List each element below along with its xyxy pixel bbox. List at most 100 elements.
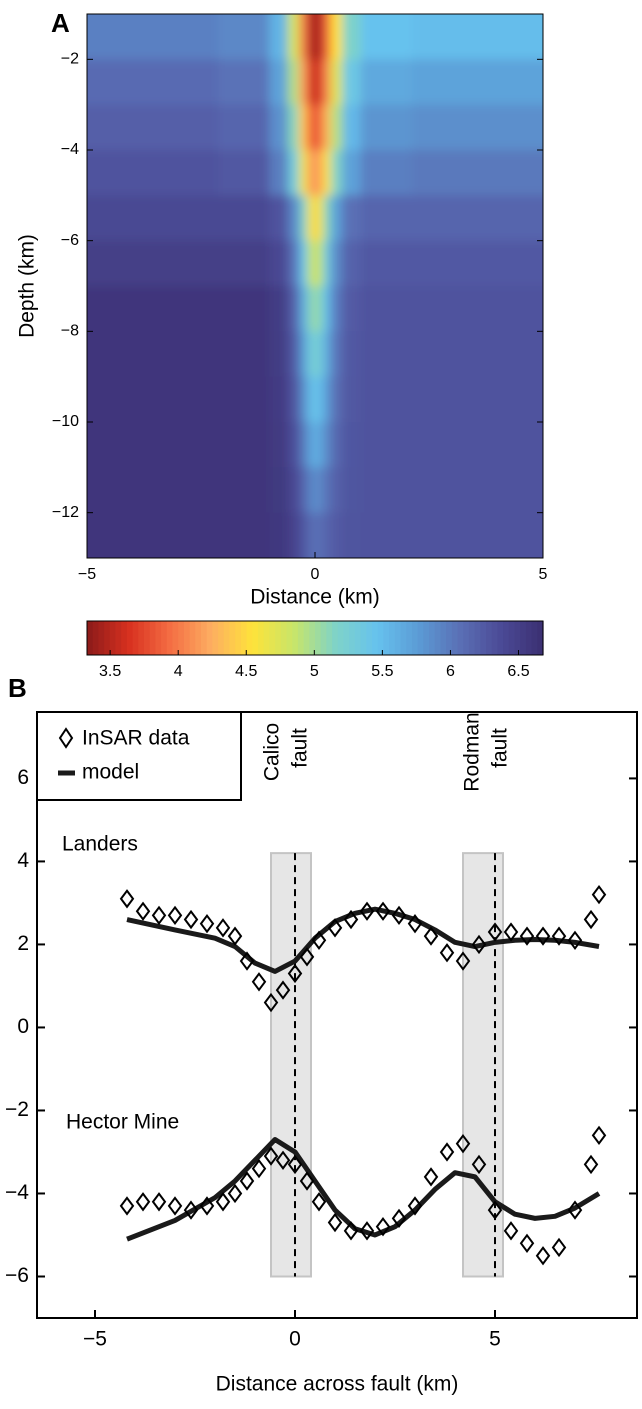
heatmap-cell — [218, 240, 270, 287]
heatmap-cell — [317, 240, 324, 287]
colorbar-swatch — [417, 621, 424, 655]
colorbar-swatch — [480, 621, 487, 655]
colorbar-swatch — [332, 621, 339, 655]
colorbar-swatch — [297, 621, 305, 655]
colorbar-swatch — [525, 621, 533, 655]
heatmap-cell — [317, 150, 324, 196]
heatmap-cell — [312, 512, 318, 558]
heatmap-cell — [312, 240, 318, 287]
heatmap-cell — [330, 195, 343, 242]
data-point — [535, 1246, 551, 1266]
x-axis-label: Distance across fault (km) — [216, 1373, 459, 1396]
profile-label: Landers — [62, 832, 138, 855]
heatmap-cell — [360, 286, 413, 332]
heatmap-cell — [287, 467, 300, 514]
legend-box — [36, 711, 242, 801]
heatmap-cell — [411, 104, 543, 151]
colorbar-swatch — [474, 621, 481, 655]
heatmap-cell — [269, 512, 289, 558]
x-tick-label: −5 — [78, 566, 96, 583]
heatmap-cell — [299, 512, 308, 558]
colorbar-swatch — [263, 621, 270, 655]
heatmap-cell — [411, 331, 543, 378]
heatmap-cell — [411, 240, 543, 287]
heatmap-cell — [299, 422, 308, 468]
heatmap-cell — [360, 240, 413, 287]
heatmap-cell — [287, 331, 300, 378]
heatmap-cell — [218, 14, 270, 60]
y-tick-label: 0 — [17, 1015, 29, 1038]
data-point — [391, 905, 407, 926]
data-point — [551, 926, 567, 946]
heatmap-cell — [322, 104, 332, 151]
heatmap-cell — [307, 195, 314, 242]
heatmap-cell — [87, 14, 219, 60]
x-tick-label: 0 — [289, 1328, 301, 1351]
data-point — [519, 1233, 535, 1253]
heatmap-cell — [287, 512, 300, 558]
heatmap-cell — [299, 104, 308, 151]
data-point — [199, 914, 215, 934]
colorbar-swatch — [240, 621, 248, 655]
heatmap-cell — [330, 512, 343, 558]
data-point — [567, 930, 583, 950]
heatmap-cell — [411, 286, 543, 332]
heatmap-cell — [322, 195, 332, 242]
heatmap-cell — [87, 195, 219, 242]
y-tick-label: −10 — [52, 413, 79, 430]
colorbar-swatch — [87, 621, 94, 655]
colorbar-tick-label: 5.5 — [371, 663, 393, 680]
colorbar-swatch — [229, 621, 236, 655]
heatmap-cell — [360, 422, 413, 468]
heatmap-cell — [299, 59, 308, 106]
heatmap-cell — [299, 240, 308, 287]
y-tick-label: 2 — [17, 932, 29, 955]
data-point — [299, 1171, 315, 1191]
x-axis-label: Distance (km) — [250, 586, 380, 609]
heatmap-cell — [307, 331, 314, 378]
heatmap-cell — [307, 286, 314, 332]
heatmap-cell — [307, 104, 314, 151]
heatmap-cell — [330, 150, 343, 196]
colorbar-swatch — [286, 621, 293, 655]
heatmap-cell — [299, 195, 308, 242]
colorbar-swatch — [252, 621, 259, 655]
heatmap-cell — [342, 240, 362, 287]
heatmap-cell — [317, 195, 324, 242]
data-point — [251, 972, 267, 992]
heatmap-cell — [287, 376, 300, 423]
colorbar-swatch — [172, 621, 179, 655]
heatmap-cell — [287, 104, 300, 151]
heatmap-cell — [411, 150, 543, 196]
colorbar-swatch — [161, 621, 168, 655]
colorbar-swatch — [372, 621, 379, 655]
colorbar-swatch — [468, 621, 476, 655]
heatmap-cell — [342, 150, 362, 196]
heatmap-cell — [342, 331, 362, 378]
heatmap-cell — [218, 195, 270, 242]
data-point — [423, 926, 439, 946]
heatmap-cell — [342, 376, 362, 423]
data-point — [375, 1217, 391, 1237]
fault-zone — [270, 852, 312, 1278]
heatmap-cell — [317, 14, 324, 60]
colorbar-swatch — [400, 621, 407, 655]
heatmap-cell — [411, 512, 543, 558]
colorbar-tick-label: 6 — [446, 663, 455, 680]
colorbar-swatch — [155, 621, 162, 655]
x-tick-label: 5 — [539, 566, 548, 583]
data-point — [503, 1221, 519, 1241]
data-point — [327, 1212, 343, 1233]
legend-label: model — [82, 761, 139, 784]
colorbar-swatch — [537, 621, 544, 655]
heatmap-cell — [218, 467, 270, 514]
colorbar-tick-label: 3.5 — [99, 663, 121, 680]
colorbar-swatch — [201, 621, 208, 655]
colorbar-swatch — [115, 621, 122, 655]
data-point — [299, 947, 315, 967]
colorbar-swatch — [315, 621, 322, 655]
colorbar-swatch — [508, 621, 516, 655]
colorbar-tick-label: 4 — [174, 663, 183, 680]
data-point — [591, 1125, 607, 1146]
data-point — [391, 1208, 407, 1229]
